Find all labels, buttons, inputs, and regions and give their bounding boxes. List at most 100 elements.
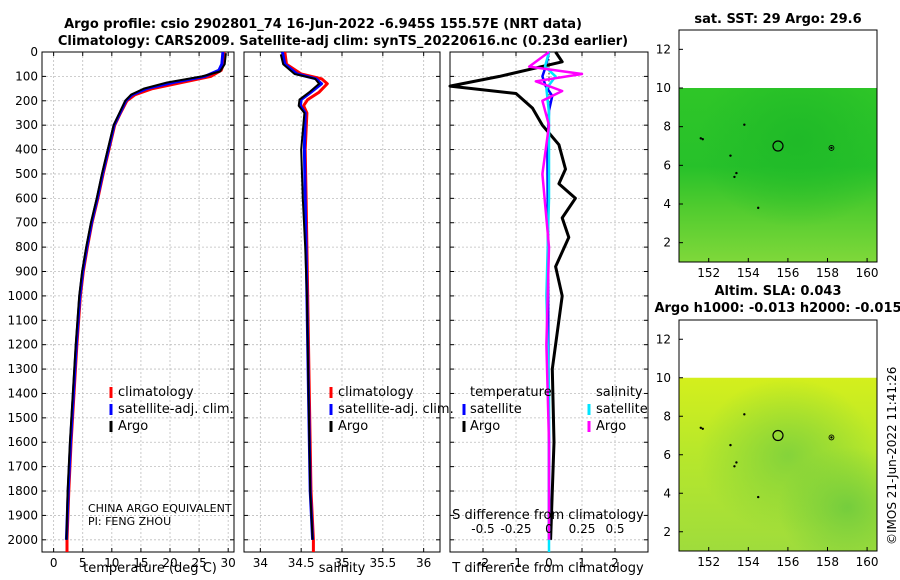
legend-label-climatology: climatology [118, 385, 194, 400]
s-difference-label: S difference from climatology [452, 508, 644, 523]
legend-label-s-satellite: satellite [596, 402, 648, 417]
temperature-series [64, 51, 227, 552]
s-difference-tick-labels: -0.5 -0.25 0 0.25 0.5 [471, 522, 624, 536]
x-tick-label: 34.5 [288, 556, 315, 570]
map-y-tick-label: 12 [656, 332, 671, 346]
legend-label-satellite: satellite-adj. clim. [338, 402, 454, 417]
y-tick-label: 1200 [7, 338, 38, 352]
map-x-tick-label: 160 [856, 266, 879, 280]
legend-label-argo: Argo [118, 419, 148, 434]
y-tick-label: 0 [30, 45, 38, 59]
x-tick-label: -2 [477, 556, 489, 570]
map-x-tick-label: 156 [776, 266, 799, 280]
difference-legend: temperature salinity satellite Argo sate… [462, 385, 648, 434]
temperature-tick-labels: 0 5 10 15 20 25 30 [50, 556, 236, 570]
annotation-pi: PI: FENG ZHOU [88, 515, 171, 528]
map-y-tick-label: 8 [663, 120, 671, 134]
series-line-argo [65, 53, 227, 540]
map-y-tick-label: 6 [663, 158, 671, 172]
x-tick-label: 35.5 [369, 556, 396, 570]
map-y-tick-label: 2 [663, 525, 671, 539]
legend-label-climatology: climatology [338, 385, 414, 400]
x-tick-label: 1 [578, 556, 586, 570]
t-difference-xlabel: T difference from climatology [451, 561, 644, 576]
sst-map-field [679, 88, 877, 262]
salinity-xlabel: salinity [319, 561, 366, 576]
imos-credit: ©IMOS 21-Jun-2022 11:41:26 [885, 367, 899, 545]
x-tick-label: 30 [221, 556, 236, 570]
sst-map-panel: sat. SST: 29 Argo: 29.6 152 154 156 158 160 2… [656, 12, 879, 280]
figure-title-line1: Argo profile: csio 2902801_74 16-Jun-202… [64, 17, 582, 32]
sst-map-tick-labels: 152 154 156 158 160 2 4 6 8 10 12 [656, 42, 879, 280]
t-difference-tick-labels: -2 -1 0 1 2 [477, 556, 619, 570]
map-x-tick-label: 156 [776, 555, 799, 569]
annotation-program: CHINA ARGO EQUIVALENT [88, 502, 232, 515]
island-mark [729, 154, 732, 157]
sst-map-axes-box [678, 29, 878, 263]
x-tick-label: 34 [253, 556, 268, 570]
x-tick-label: 2 [611, 556, 619, 570]
difference-grid [450, 51, 648, 552]
sla-map-panel: Altim. SLA: 0.043 Argo h1000: -0.013 h20… [654, 284, 900, 569]
difference-panel: -2 -1 0 1 2 S difference from climatology -0… [448, 50, 649, 576]
y-tick-label: 700 [15, 216, 38, 230]
island-mark [830, 436, 833, 439]
island-mark [699, 137, 702, 140]
map-x-tick-label: 158 [816, 266, 839, 280]
figure-title-line2: Climatology: CARS2009. Satellite-adj cli… [58, 34, 628, 49]
legend-label-argo: Argo [338, 419, 368, 434]
island-mark [830, 146, 833, 150]
y-tick-label: 1300 [7, 362, 38, 376]
legend-label-t-argo: Argo [470, 419, 500, 434]
salinity-tick-labels: 34 34.5 35 35.5 36 [253, 556, 432, 570]
sla-map-markers [699, 413, 835, 499]
temperature-axes-box [41, 51, 235, 553]
x-tick-label: 5 [79, 556, 87, 570]
y-tick-label: 1000 [7, 289, 38, 303]
map-y-tick-label: 10 [656, 81, 671, 95]
x-tick-label: 20 [162, 556, 177, 570]
sla-map-title1: Altim. SLA: 0.043 [715, 284, 842, 299]
island-ring [828, 434, 835, 441]
y-tick-label: 1800 [7, 484, 38, 498]
s-tick-label: 0 [545, 522, 553, 536]
x-tick-label: 0 [50, 556, 58, 570]
sla-map-title2: Argo h1000: -0.013 h2000: -0.015 [654, 301, 900, 316]
map-y-tick-label: 6 [663, 448, 671, 462]
x-tick-label: 35 [334, 556, 349, 570]
series-line-argo [279, 54, 321, 540]
series-line-climatology [65, 51, 226, 552]
map-y-tick-label: 2 [663, 236, 671, 250]
y-tick-label: 500 [15, 167, 38, 181]
island-mark [735, 171, 738, 175]
s-tick-label: -0.5 [471, 522, 494, 536]
map-x-tick-label: 152 [697, 555, 720, 569]
sst-map-markers [699, 123, 835, 210]
map-x-tick-label: 160 [856, 555, 879, 569]
s-tick-label: 0.5 [605, 522, 624, 536]
island-mark [757, 495, 760, 499]
y-tick-label: 1100 [7, 313, 38, 327]
island-mark [743, 413, 746, 416]
salinity-grid [244, 51, 440, 552]
island-mark [733, 175, 736, 179]
map-x-tick-label: 154 [737, 266, 760, 280]
s-tick-label: 0.25 [569, 522, 596, 536]
legend-label-t-satellite: satellite [470, 402, 522, 417]
x-tick-label: 0 [545, 556, 553, 570]
x-tick-label: -1 [510, 556, 522, 570]
y-tick-label: 900 [15, 265, 38, 279]
temperature-grid [42, 51, 234, 552]
sla-map-field [679, 377, 877, 551]
argo-position-marker [772, 140, 784, 152]
map-y-tick-label: 8 [663, 409, 671, 423]
map-y-tick-label: 12 [656, 42, 671, 56]
y-tick-label: 1600 [7, 435, 38, 449]
y-tick-label: 200 [15, 94, 38, 108]
map-y-tick-label: 4 [663, 197, 671, 211]
difference-series [448, 50, 584, 552]
island-ring [828, 145, 835, 151]
salinity-series [279, 51, 329, 552]
series-line-t-argo [448, 51, 577, 540]
island-mark [699, 426, 702, 429]
